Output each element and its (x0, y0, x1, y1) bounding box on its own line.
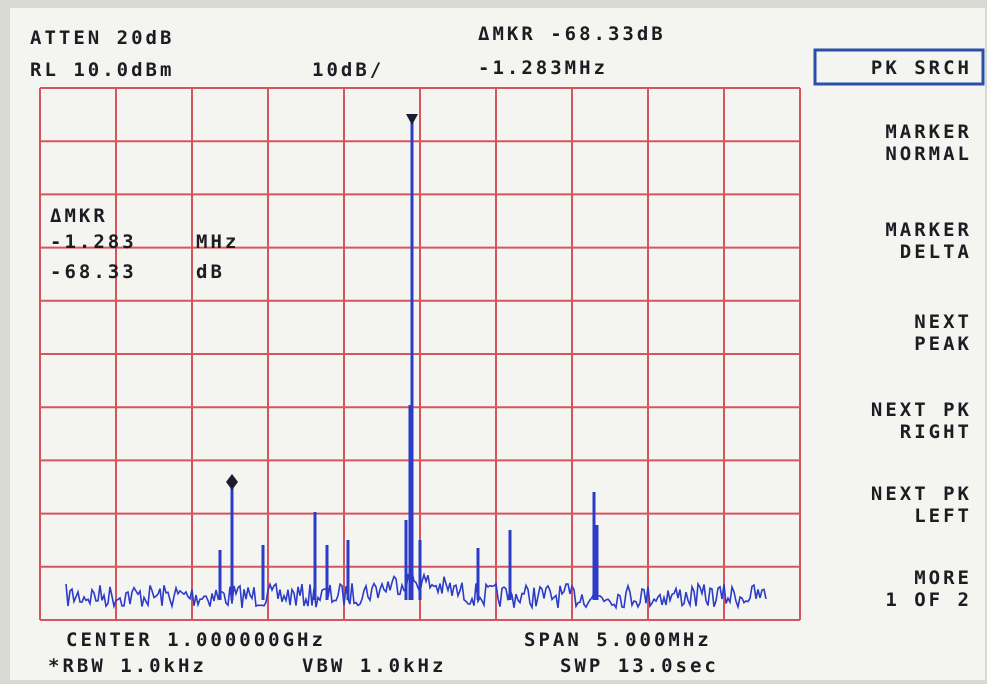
ref-level: RL 10.0dBm (30, 59, 174, 81)
softkey-label[interactable]: NORMAL (885, 143, 972, 165)
softkey-label[interactable]: PK SRCH (871, 57, 972, 79)
readout-freq-unit: MHz (196, 231, 239, 253)
analyzer-screen: ATTEN 20dB RL 10.0dBm 10dB/ ΔMKR -68.33d… (0, 0, 987, 684)
attenuation: ATTEN 20dB (30, 27, 174, 49)
display (10, 8, 985, 680)
softkey-label[interactable]: NEXT PK (871, 399, 972, 421)
delta-marker: ΔMKR -68.33dB (478, 23, 666, 45)
softkey-label[interactable]: NEXT PK (871, 483, 972, 505)
vbw: VBW 1.0kHz (302, 655, 446, 677)
delta-freq: -1.283MHz (478, 57, 608, 79)
readout-freq: -1.283 (50, 231, 137, 253)
softkey-label[interactable]: MARKER (885, 121, 972, 143)
softkey-label[interactable]: RIGHT (900, 421, 972, 443)
readout-label: ΔMKR (50, 205, 108, 227)
softkey-label[interactable]: 1 OF 2 (885, 589, 972, 611)
scale: 10dB/ (312, 59, 384, 81)
rbw: *RBW 1.0kHz (48, 655, 207, 677)
page: ATTEN 20dB RL 10.0dBm 10dB/ ΔMKR -68.33d… (0, 0, 987, 684)
readout-level: -68.33 (50, 261, 137, 283)
readout-level-unit: dB (196, 261, 225, 283)
softkey-label[interactable]: PEAK (914, 333, 972, 355)
softkey-label[interactable]: LEFT (914, 505, 972, 527)
softkey-label[interactable]: MARKER (885, 219, 972, 241)
center: CENTER 1.000000GHz (66, 629, 326, 651)
softkey-label[interactable]: MORE (914, 567, 972, 589)
sweep: SWP 13.0sec (560, 655, 719, 677)
softkey-label[interactable]: DELTA (900, 241, 972, 263)
softkey-label[interactable]: NEXT (914, 311, 972, 333)
span: SPAN 5.000MHz (524, 629, 712, 651)
softkey[interactable]: PK SRCH (871, 57, 972, 79)
